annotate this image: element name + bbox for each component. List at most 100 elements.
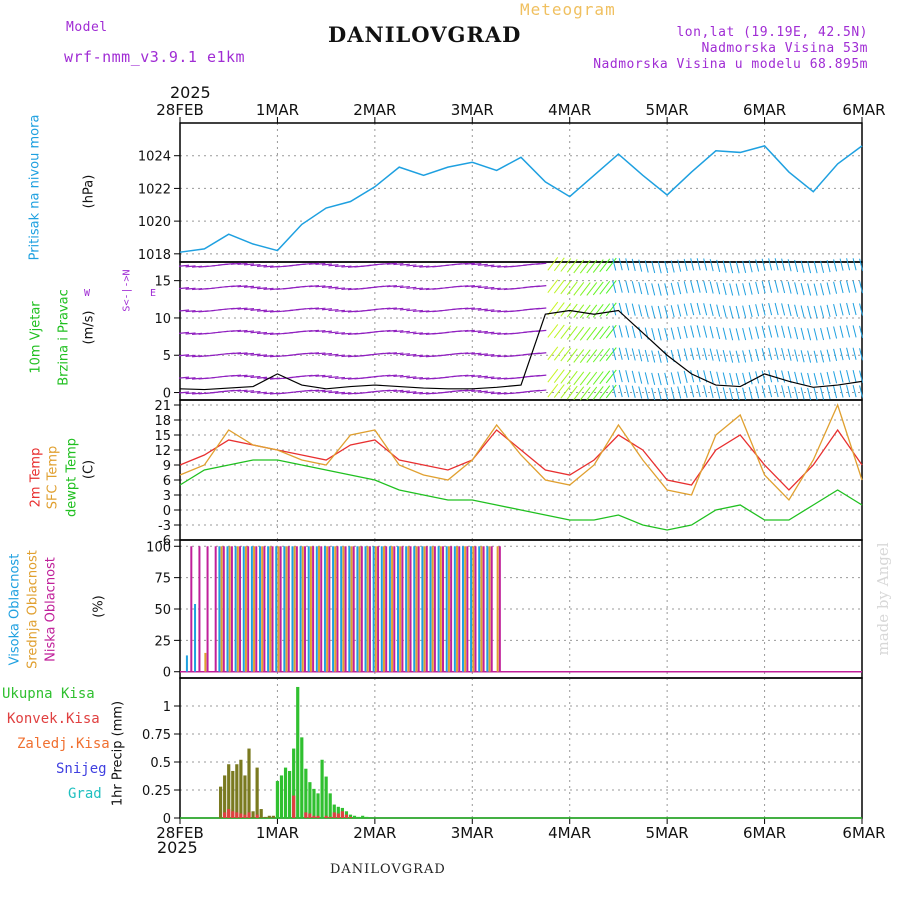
cloud-low-bar [271,546,274,672]
x-label-top: 6MAR [842,101,885,119]
wind-arrow [826,349,831,362]
cloud-mid-bar [228,546,231,672]
wind-barb [406,286,417,289]
cloud-low-bar [222,546,225,672]
wind-barb [341,287,352,291]
precip-total-bar [235,764,239,818]
wind-arrow [709,303,714,316]
wind-barb [458,285,469,288]
precip-total-bar [336,806,340,818]
x-label-bottom: 28FEB [156,824,203,842]
wind-arrow [748,304,753,318]
wind-arrow [677,371,682,384]
y-tick-label-pressure: 1022 [138,182,171,197]
y-tick-label-precip: 0 [163,812,171,827]
wind-barb [263,392,274,395]
wind-barb [178,331,190,334]
wind-arrow [547,279,559,294]
cloud-high-bar [323,546,326,672]
y-tick-label-precip: 0.5 [150,756,171,771]
wind-arrow [800,350,805,363]
wind-arrow [800,305,805,318]
cloud-high-bar [234,546,237,672]
wind-arrow [820,260,825,273]
wind-barb [243,263,255,266]
cloud-mid-bar [309,546,312,672]
cloud-high-bar [364,546,367,672]
cloud-high-bar [388,546,391,672]
wind-barb [386,262,397,265]
wind-barb [490,309,501,313]
x-label-bottom: 5MAR [646,824,689,842]
wind-arrow [651,372,656,386]
wind-arrow [859,280,864,294]
wind-arrow [826,304,831,318]
wind-arrow [787,371,792,384]
wind-barb [334,287,346,290]
wind-barb [341,332,352,335]
precip-total-bar [243,775,247,818]
wind-arrow [833,371,838,384]
wind-arrow [638,349,643,362]
wind-arrow [683,281,688,294]
cloud-low-bar [206,546,209,672]
cloud-low-bar [263,546,266,672]
wind-arrow [657,387,662,401]
wind-arrow [683,385,688,398]
wind-barb [458,352,469,355]
wind-barb [185,310,196,313]
wind-barb [393,307,404,310]
wind-barb [263,265,274,268]
wind-arrow [618,370,623,383]
wind-barb [393,389,404,392]
precip-total-bar [239,759,243,818]
cloud-low-bar [198,546,201,672]
wind-barb [230,285,242,288]
wind-barb [536,307,547,310]
wind-barb [497,377,508,380]
wind-barb [497,392,508,395]
cloud-mid-bar [382,546,385,672]
wind-arrow [553,369,565,383]
wind-barb [484,286,495,290]
wind-barb [315,389,326,392]
precip-total-bar [357,816,361,818]
precip-total-bar [361,815,365,818]
cloud-low-bar [336,546,339,672]
precip-conv-bar [223,812,227,818]
cloud-low-bar [368,546,371,672]
wind-barb [328,308,339,312]
cloud-high-bar [461,546,464,672]
wind-arrow [794,259,799,273]
wind-arrow [690,280,695,293]
x-label-bottom: 2MAR [353,824,396,842]
precip-total-bar [275,781,280,818]
wind-arrow [709,326,714,339]
wind-arrow [748,372,753,385]
legend-snow: Snijeg [56,761,107,777]
wind-barb [477,308,488,311]
wind-arrow [742,305,747,318]
wind-arrow [755,259,760,272]
wind-barb [308,329,320,332]
wind-barb [458,389,469,392]
wind-barb [484,309,495,312]
wind-arrow [586,326,598,341]
x-label-top: 6MAR [743,101,786,119]
wind-arrow [722,327,727,340]
wind-barb [464,307,475,310]
wind-arrow [560,325,572,339]
wind-arrow [657,350,662,363]
cloud-mid-bar [415,546,418,672]
wind-barb [386,285,397,288]
wind-arrow [690,370,695,383]
y-tick-label-temperature: 0 [163,504,171,519]
x-label-top: 2MAR [353,101,396,119]
wind-arrow [781,370,786,383]
cloud-high-bar [194,603,197,672]
wind-arrow [839,385,844,398]
wind-arrow [696,325,701,338]
legend-hail: Grad [68,786,102,802]
wind-arrow [742,372,747,385]
